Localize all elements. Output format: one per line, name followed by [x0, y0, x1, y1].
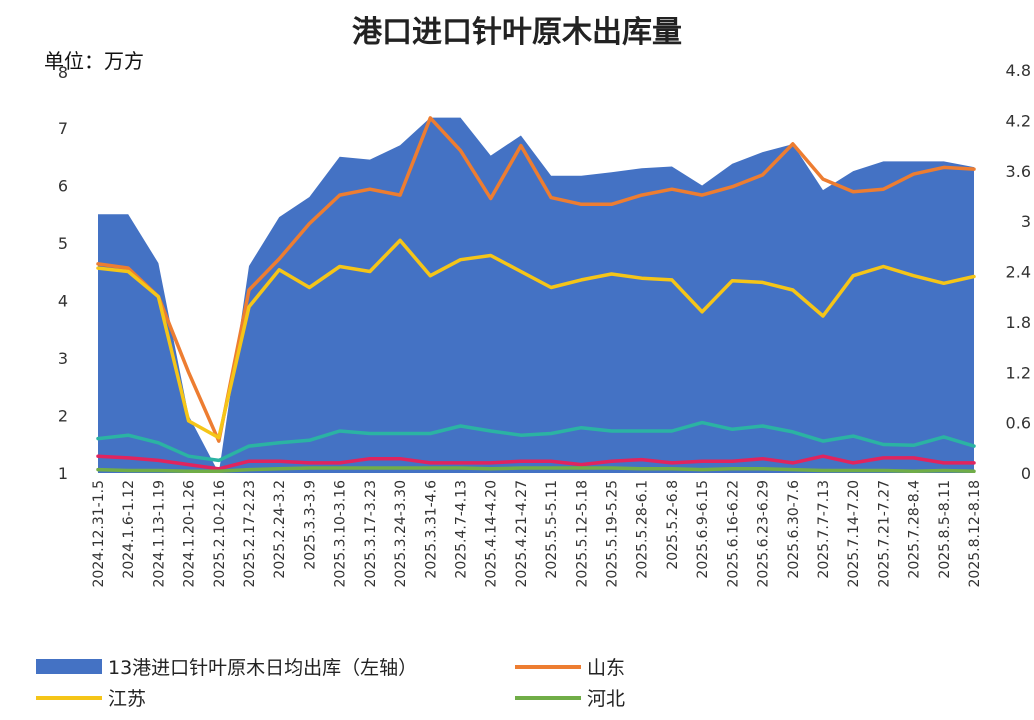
- plot-area: [96, 116, 976, 474]
- left-tick-label: 3: [58, 349, 68, 368]
- left-tick-label: 2: [58, 407, 68, 426]
- series-line-4: [96, 454, 976, 471]
- right-tick-label: 1.8: [1006, 313, 1031, 332]
- left-tick-label: 4: [58, 292, 68, 311]
- legend-label: 山东: [587, 657, 625, 679]
- x-tick-label: 2025.4.21-4.27: [514, 480, 530, 587]
- unit-label: 单位：万方: [44, 49, 144, 73]
- x-tick-label: 2025.5.12-5.18: [574, 480, 590, 587]
- right-tick-label: 3: [1021, 212, 1031, 231]
- legend-swatch: [36, 659, 102, 674]
- right-tick-label: 0.6: [1006, 414, 1031, 433]
- right-tick-label: 1.2: [1006, 363, 1031, 382]
- x-tick-label: 2024.1.6-1.12: [121, 480, 137, 579]
- x-tick-label: 2025.6.9-6.15: [695, 480, 711, 579]
- x-tick-label: 2025.7.21-7.27: [876, 480, 892, 587]
- x-tick-label: 2025.6.23-6.29: [756, 480, 772, 587]
- x-tick-label: 2025.5.2-6.8: [665, 480, 681, 570]
- right-tick-label: 4.2: [1006, 111, 1031, 130]
- series-line-1: [96, 116, 976, 443]
- x-tick-label: 2025.8.12-8.18: [967, 480, 983, 587]
- left-tick-label: 1: [58, 464, 68, 483]
- x-tick-label: 2025.5.28-6.1: [635, 480, 651, 579]
- x-tick-label: 2024.1.20-1.26: [182, 480, 198, 588]
- x-tick-label: 2025.3.3-3.9: [302, 480, 318, 570]
- x-tick-label: 2024.1.13-1.19: [151, 480, 167, 587]
- chart-title: 港口进口针叶原木出库量: [352, 15, 682, 50]
- legend-item: 13港进口针叶原木日均出库（左轴）: [36, 657, 417, 679]
- x-tick-label: 2024.12.31-1.5: [91, 480, 107, 587]
- x-tick-label: 2025.5.5-5.11: [544, 480, 560, 579]
- left-tick-label: 8: [58, 63, 68, 82]
- x-tick-label: 2025.6.16-6.22: [725, 480, 741, 587]
- right-tick-label: 0: [1021, 464, 1031, 483]
- x-tick-label: 2025.7.28-8.4: [907, 480, 923, 579]
- legend-label: 江苏: [108, 688, 146, 710]
- x-tick-label: 2025.4.14-4.20: [484, 480, 500, 587]
- legend-item: 河北: [515, 688, 625, 710]
- x-tick-label: 2025.5.19-5.25: [605, 480, 621, 587]
- x-tick-label: 2025.7.7-7.13: [816, 480, 832, 579]
- left-axis: 1 2 3 4 5 6 7 8: [58, 63, 68, 483]
- left-tick-label: 7: [58, 119, 68, 138]
- series-line-3: [96, 420, 976, 463]
- right-axis: 0 0.6 1.2 1.8 2.4 3 3.6 4.2 4.8: [1006, 61, 1031, 483]
- x-tick-label: 2025.7.14-7.20: [846, 480, 862, 587]
- x-tick-label: 2025.6.30-7.6: [786, 480, 802, 579]
- x-axis: 2024.12.31-1.5 2024.1.6-1.12 2024.1.13-1.1…: [91, 480, 983, 588]
- legend-label: 13港进口针叶原木日均出库（左轴）: [108, 657, 417, 679]
- legend-item: 山东: [515, 657, 625, 679]
- x-tick-label: 2025.3.17-3.23: [363, 480, 379, 587]
- right-tick-label: 2.4: [1006, 263, 1031, 282]
- right-tick-label: 4.8: [1006, 61, 1031, 80]
- series-area-0: [98, 117, 974, 473]
- legend-item: 江苏: [36, 688, 146, 710]
- x-tick-label: 2025.3.24-3.30: [393, 480, 409, 587]
- x-tick-label: 2025.3.31-4.6: [423, 480, 439, 579]
- x-tick-label: 2025.2.10-2.16: [212, 480, 228, 588]
- series-line-5: [96, 466, 976, 474]
- x-tick-label: 2025.2.17-2.23: [242, 480, 258, 587]
- left-tick-label: 5: [58, 234, 68, 253]
- right-tick-label: 3.6: [1006, 162, 1031, 181]
- x-tick-label: 2025.3.10-3.16: [333, 480, 349, 588]
- x-tick-label: 2025.8.5-8.11: [937, 480, 953, 579]
- x-tick-label: 2025.4.7-4.13: [453, 480, 469, 579]
- legend-label: 河北: [587, 688, 625, 710]
- left-tick-label: 6: [58, 177, 68, 196]
- series-line-2: [96, 238, 976, 440]
- x-tick-label: 2025.2.24-3.2: [272, 480, 288, 579]
